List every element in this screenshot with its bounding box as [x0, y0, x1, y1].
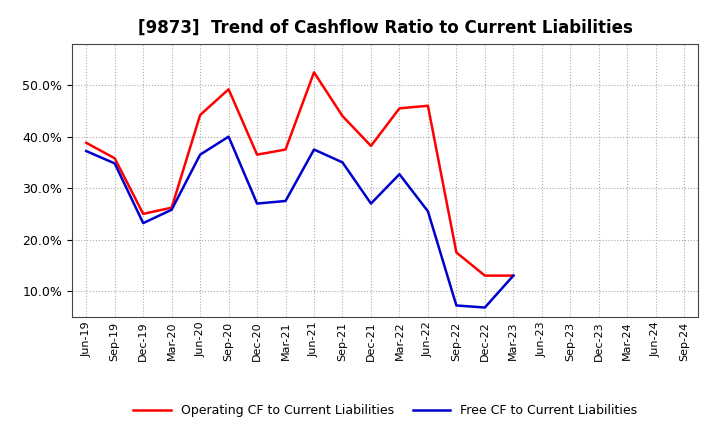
Operating CF to Current Liabilities — [253, 152, 261, 158]
Free CF to Current Liabilities — [452, 303, 461, 308]
Free CF to Current Liabilities — [423, 209, 432, 214]
Title: [9873]  Trend of Cashflow Ratio to Current Liabilities: [9873] Trend of Cashflow Ratio to Curren… — [138, 19, 633, 37]
Legend: Operating CF to Current Liabilities, Free CF to Current Liabilities: Operating CF to Current Liabilities, Fre… — [128, 400, 642, 422]
Free CF to Current Liabilities — [366, 201, 375, 206]
Free CF to Current Liabilities — [480, 305, 489, 310]
Free CF to Current Liabilities — [82, 148, 91, 154]
Free CF to Current Liabilities — [139, 220, 148, 226]
Operating CF to Current Liabilities — [366, 143, 375, 149]
Line: Free CF to Current Liabilities: Free CF to Current Liabilities — [86, 137, 513, 308]
Free CF to Current Liabilities — [509, 273, 518, 278]
Operating CF to Current Liabilities — [282, 147, 290, 152]
Free CF to Current Liabilities — [310, 147, 318, 152]
Operating CF to Current Liabilities — [196, 112, 204, 117]
Operating CF to Current Liabilities — [509, 273, 518, 278]
Operating CF to Current Liabilities — [82, 140, 91, 146]
Operating CF to Current Liabilities — [395, 106, 404, 111]
Operating CF to Current Liabilities — [338, 114, 347, 119]
Free CF to Current Liabilities — [338, 160, 347, 165]
Free CF to Current Liabilities — [167, 207, 176, 213]
Free CF to Current Liabilities — [196, 152, 204, 158]
Free CF to Current Liabilities — [395, 172, 404, 177]
Operating CF to Current Liabilities — [452, 250, 461, 255]
Operating CF to Current Liabilities — [310, 70, 318, 75]
Free CF to Current Liabilities — [253, 201, 261, 206]
Operating CF to Current Liabilities — [139, 211, 148, 216]
Operating CF to Current Liabilities — [423, 103, 432, 108]
Operating CF to Current Liabilities — [167, 205, 176, 210]
Free CF to Current Liabilities — [110, 161, 119, 166]
Operating CF to Current Liabilities — [480, 273, 489, 278]
Free CF to Current Liabilities — [225, 134, 233, 139]
Free CF to Current Liabilities — [282, 198, 290, 204]
Operating CF to Current Liabilities — [225, 87, 233, 92]
Line: Operating CF to Current Liabilities: Operating CF to Current Liabilities — [86, 72, 513, 275]
Operating CF to Current Liabilities — [110, 156, 119, 161]
